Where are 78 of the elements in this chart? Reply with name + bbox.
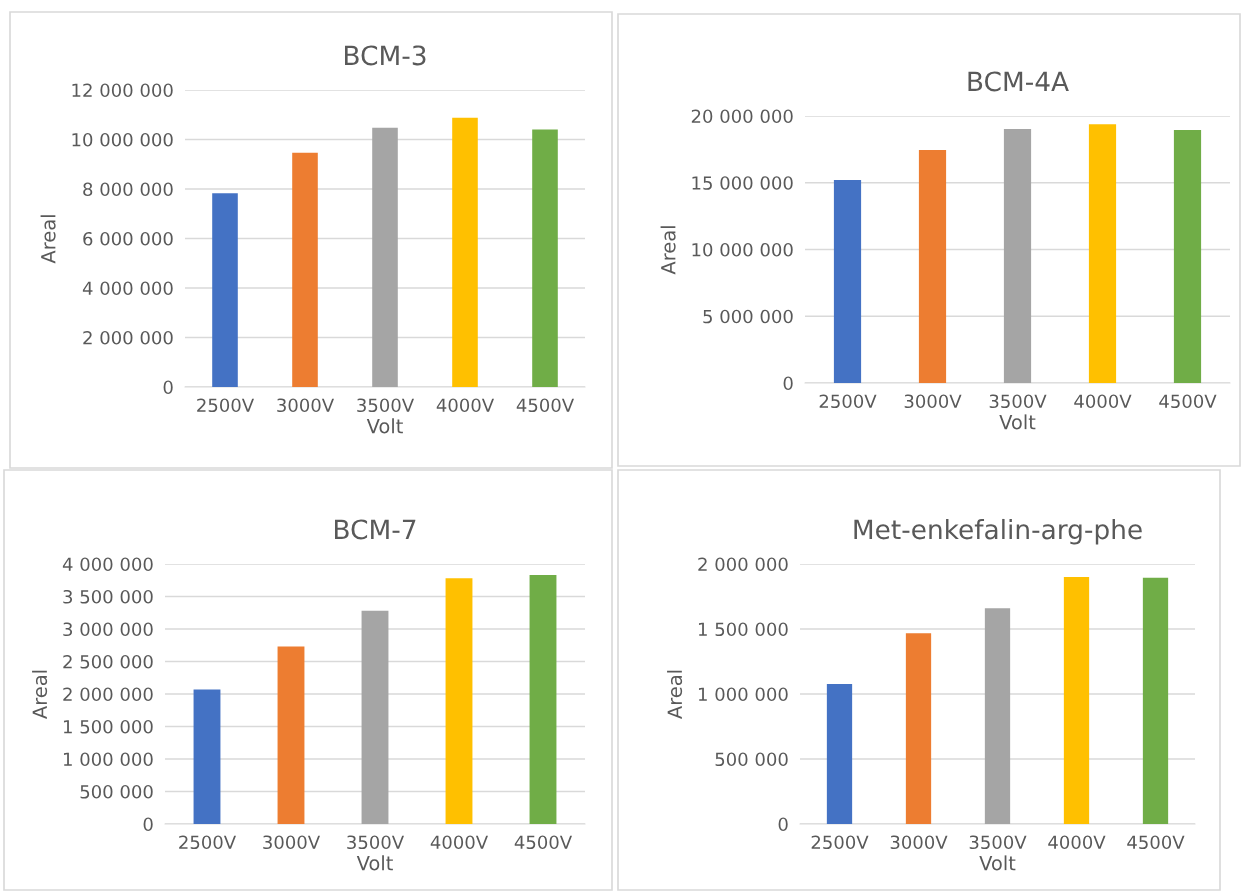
x-tick-label: 3500V	[347, 835, 404, 850]
y-tick-label: 3 000 000	[63, 622, 153, 637]
y-tick-label: 2 000 000	[63, 687, 153, 702]
y-tick-label: 3 500 000	[63, 589, 153, 604]
bar	[372, 127, 398, 387]
y-tick-label: 1 000 000	[63, 752, 153, 767]
x-tick-label: 3000V	[890, 835, 948, 850]
chart-title: Met-enkefalin-arg-phe	[854, 518, 1142, 545]
x-tick-label: 4500V	[516, 398, 574, 413]
x-tick-label: 4000V	[430, 835, 488, 850]
y-axis-title: Areal	[660, 226, 676, 275]
bar	[1003, 129, 1032, 383]
y-tick-label: 6 000 000	[83, 231, 173, 246]
x-axis-title: Volt	[979, 855, 1016, 871]
y-axis-title: Areal	[40, 215, 56, 264]
y-tick-label: 10 000 000	[72, 132, 173, 147]
bar	[1142, 577, 1169, 824]
x-tick-label: 2500V	[819, 394, 877, 409]
x-axis-title: Volt	[999, 414, 1036, 430]
y-tick-label: 2 000 000	[698, 557, 788, 572]
bar	[529, 575, 557, 824]
x-tick-label: 3000V	[263, 835, 320, 850]
x-tick-label: 4000V	[1048, 835, 1106, 850]
bar	[905, 633, 932, 824]
chart-title: BCM-7	[335, 519, 416, 540]
bar	[1173, 129, 1202, 383]
y-tick-label: 0	[778, 817, 788, 832]
bar	[918, 150, 947, 383]
y-tick-label: 8 000 000	[83, 182, 173, 197]
bar	[452, 117, 478, 387]
x-axis-title: Volt	[356, 855, 393, 871]
x-tick-label: 3500V	[969, 835, 1027, 850]
y-tick-label: 10 000 000	[692, 242, 793, 257]
x-tick-label: 4500V	[514, 835, 572, 850]
y-axis-title: Areal	[32, 670, 48, 719]
y-tick-label: 1 500 000	[698, 622, 788, 637]
y-tick-label: 20 000 000	[691, 109, 793, 124]
bar	[193, 689, 221, 824]
y-tick-label: 0	[163, 380, 173, 395]
bar	[361, 610, 389, 824]
x-tick-label: 2500V	[197, 398, 254, 413]
x-tick-label: 3000V	[904, 394, 962, 409]
bar	[984, 608, 1011, 824]
y-tick-label: 0	[143, 817, 153, 832]
y-tick-label: 0	[783, 376, 793, 391]
y-tick-label: 15 000 000	[692, 176, 793, 190]
chart-title: BCM-3	[345, 45, 426, 66]
chart-title: BCM-4A	[968, 71, 1069, 92]
x-tick-label: 3500V	[357, 398, 414, 413]
bar	[826, 684, 853, 824]
x-tick-label: 4500V	[1159, 394, 1217, 409]
y-tick-label: 4 000 000	[82, 281, 173, 296]
x-tick-label: 2500V	[179, 835, 236, 850]
y-tick-label: 2 500 000	[63, 654, 153, 669]
y-tick-label: 500 000	[80, 784, 153, 799]
bar	[532, 129, 558, 387]
x-tick-label: 3000V	[277, 398, 334, 413]
x-tick-label: 4000V	[1074, 394, 1132, 409]
bar	[1088, 124, 1117, 383]
x-tick-label: 3500V	[989, 394, 1047, 409]
y-tick-label: 1 500 000	[63, 719, 153, 734]
x-tick-label: 2500V	[811, 835, 869, 850]
x-tick-label: 4000V	[436, 398, 494, 413]
y-tick-label: 2 000 000	[83, 330, 173, 345]
bar	[1063, 577, 1090, 824]
bar	[445, 578, 473, 824]
y-tick-label: 500 000	[715, 752, 788, 767]
y-tick-label: 5 000 000	[703, 309, 793, 324]
x-axis-title: Volt	[366, 418, 403, 434]
x-tick-label: 4500V	[1127, 835, 1185, 850]
y-axis-title: Areal	[667, 670, 683, 719]
bar	[292, 152, 318, 387]
y-tick-label: 12 000 000	[72, 83, 173, 98]
y-tick-label: 4 000 000	[62, 557, 153, 572]
bar	[833, 180, 862, 383]
bar	[212, 193, 238, 387]
bar	[277, 646, 305, 824]
y-tick-label: 1 000 000	[698, 687, 788, 702]
